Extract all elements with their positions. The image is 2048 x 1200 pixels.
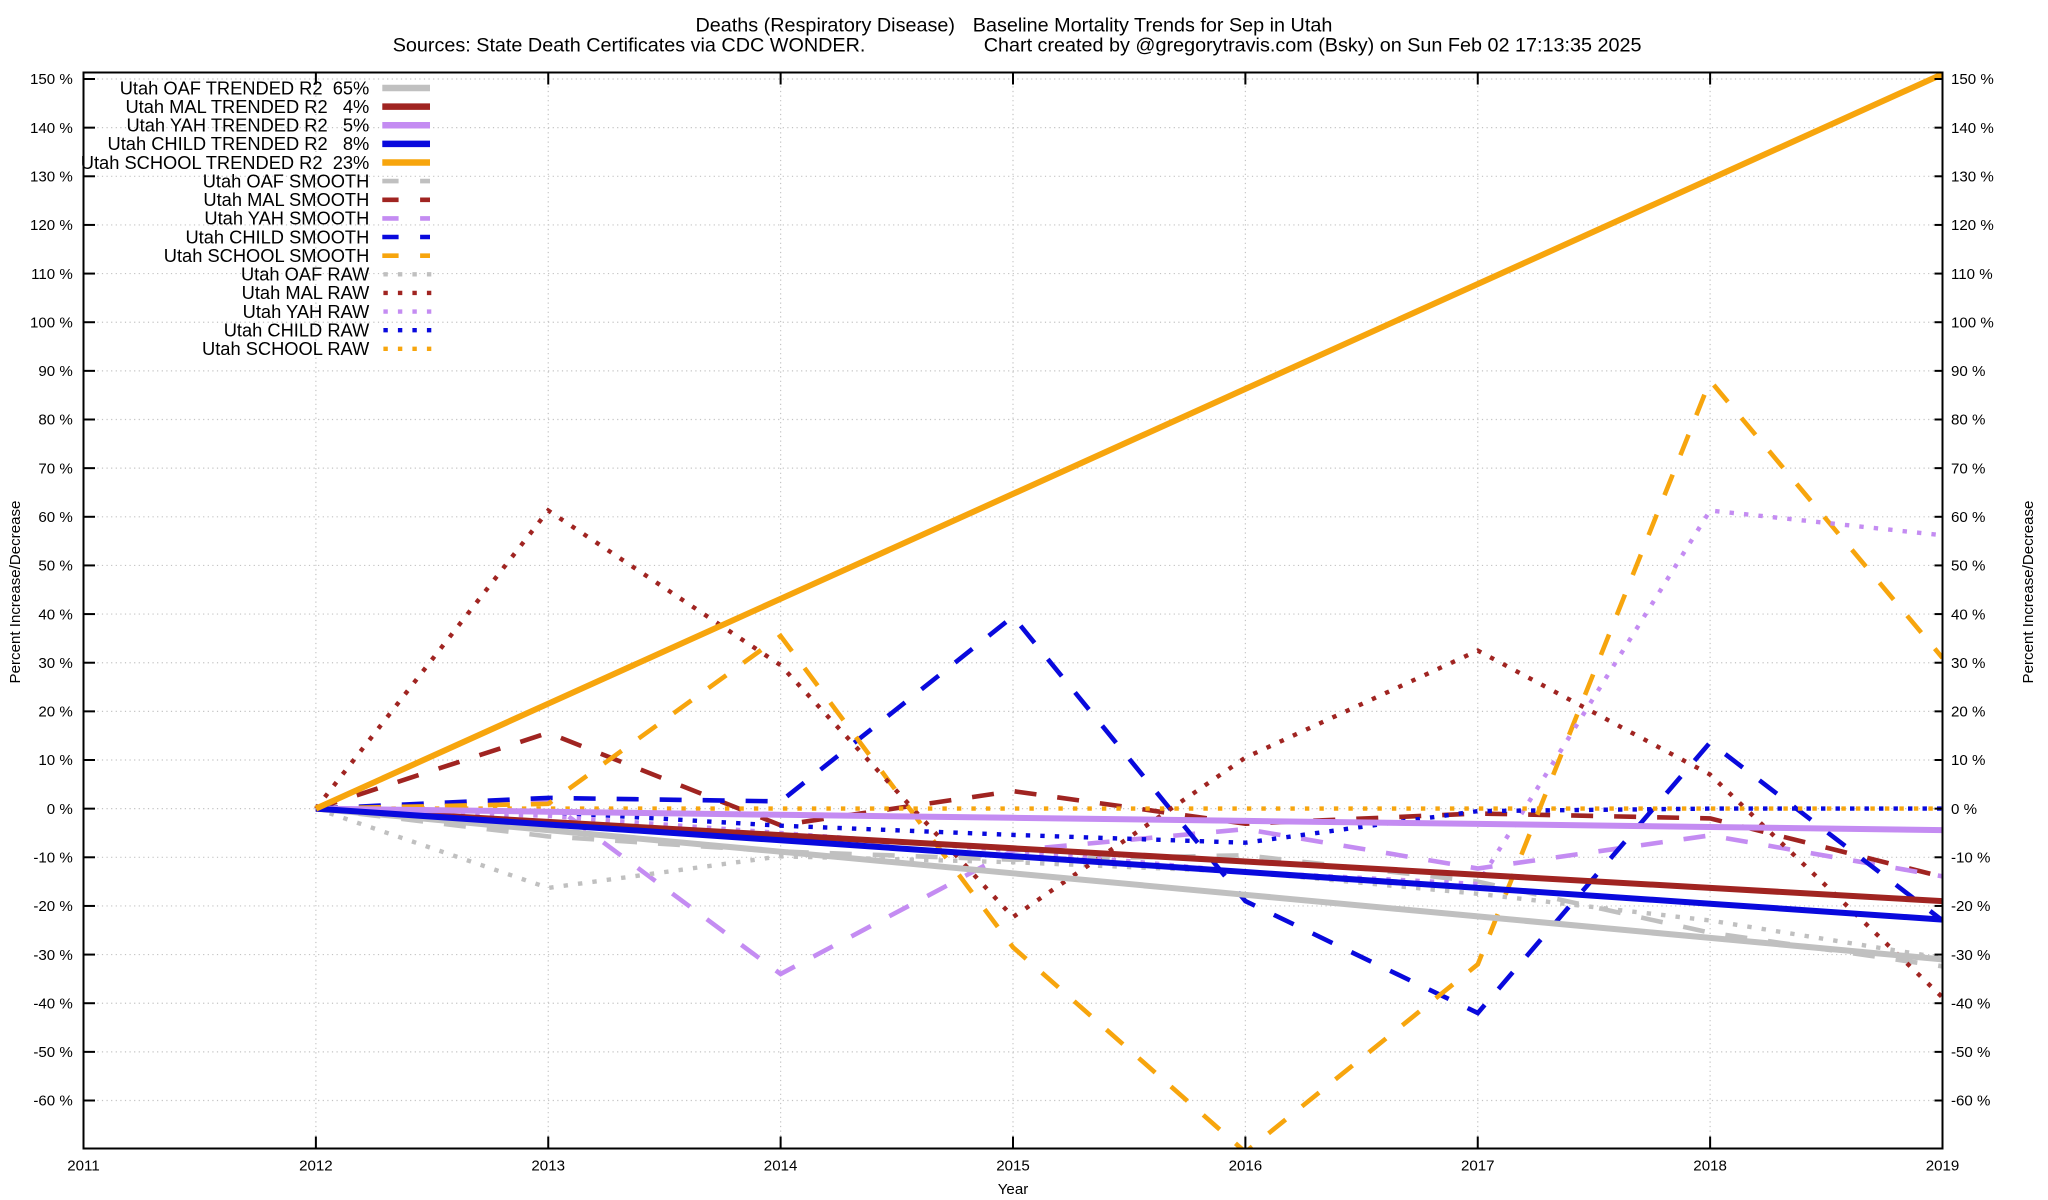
svg-text:Utah OAF SMOOTH: Utah OAF SMOOTH	[203, 170, 370, 191]
svg-text:50 %: 50 %	[38, 558, 72, 575]
svg-text:40 %: 40 %	[38, 606, 72, 623]
svg-text:110 %: 110 %	[31, 266, 73, 283]
svg-text:60 %: 60 %	[38, 509, 72, 526]
svg-text:30 %: 30 %	[38, 655, 72, 672]
svg-text:Utah MAL SMOOTH: Utah MAL SMOOTH	[203, 189, 369, 210]
svg-text:100 %: 100 %	[1951, 314, 1994, 331]
svg-text:-10 %: -10 %	[33, 850, 72, 867]
svg-text:80 %: 80 %	[38, 412, 72, 429]
svg-text:2014: 2014	[764, 1158, 798, 1175]
svg-text:20 %: 20 %	[1951, 704, 1985, 721]
svg-text:0 %: 0 %	[1951, 801, 1977, 818]
svg-text:90 %: 90 %	[38, 363, 72, 380]
svg-text:2019: 2019	[1926, 1158, 1960, 1175]
svg-text:2013: 2013	[531, 1158, 565, 1175]
svg-text:140 %: 140 %	[30, 120, 73, 137]
svg-text:Baseline Mortality Trends for: Baseline Mortality Trends for Sep in Uta…	[973, 14, 1333, 36]
svg-text:Utah CHILD SMOOTH: Utah CHILD SMOOTH	[185, 226, 369, 247]
svg-text:Chart created by @gregorytravi: Chart created by @gregorytravis.com (Bsk…	[984, 34, 1642, 56]
svg-text:-20 %: -20 %	[1951, 898, 1990, 915]
svg-text:-30 %: -30 %	[33, 947, 72, 964]
svg-text:Year: Year	[998, 1181, 1029, 1198]
svg-text:2012: 2012	[299, 1158, 333, 1175]
svg-text:2017: 2017	[1461, 1158, 1495, 1175]
svg-text:2011: 2011	[67, 1158, 99, 1175]
svg-text:60 %: 60 %	[1951, 509, 1985, 526]
svg-text:100 %: 100 %	[30, 314, 73, 331]
svg-text:2015: 2015	[996, 1158, 1030, 1175]
svg-text:110 %: 110 %	[1951, 266, 1993, 283]
svg-text:-30 %: -30 %	[1951, 947, 1990, 964]
svg-text:30 %: 30 %	[1951, 655, 1985, 672]
svg-text:0 %: 0 %	[47, 801, 73, 818]
svg-text:Utah MAL TRENDED R2 4%: Utah MAL TRENDED R2 4%	[125, 96, 369, 117]
svg-text:Utah YAH RAW: Utah YAH RAW	[243, 301, 370, 322]
svg-text:10 %: 10 %	[1951, 752, 1985, 769]
svg-text:150 %: 150 %	[1951, 71, 1994, 88]
svg-text:Utah CHILD TRENDED R2 8%: Utah CHILD TRENDED R2 8%	[108, 133, 370, 154]
svg-text:120 %: 120 %	[1951, 217, 1994, 234]
svg-text:40 %: 40 %	[1951, 606, 1985, 623]
svg-text:2018: 2018	[1693, 1158, 1727, 1175]
svg-text:2016: 2016	[1229, 1158, 1263, 1175]
svg-text:-40 %: -40 %	[33, 995, 72, 1012]
svg-text:20 %: 20 %	[38, 704, 72, 721]
svg-text:-50 %: -50 %	[33, 1044, 72, 1061]
svg-text:70 %: 70 %	[1951, 460, 1985, 477]
svg-text:90 %: 90 %	[1951, 363, 1985, 380]
svg-text:-60 %: -60 %	[1951, 1093, 1990, 1110]
svg-text:140 %: 140 %	[1951, 120, 1994, 137]
svg-text:10 %: 10 %	[38, 752, 72, 769]
svg-text:50 %: 50 %	[1951, 558, 1985, 575]
svg-text:-40 %: -40 %	[1951, 995, 1990, 1012]
svg-text:-60 %: -60 %	[33, 1093, 72, 1110]
svg-text:-20 %: -20 %	[33, 898, 72, 915]
svg-text:80 %: 80 %	[1951, 412, 1985, 429]
svg-text:Utah YAH TRENDED R2 5%: Utah YAH TRENDED R2 5%	[126, 115, 369, 136]
svg-text:130 %: 130 %	[30, 169, 73, 186]
svg-text:Utah SCHOOL TRENDED R2 23%: Utah SCHOOL TRENDED R2 23%	[81, 152, 370, 173]
svg-text:Deaths (Respiratory Disease): Deaths (Respiratory Disease)	[696, 14, 955, 36]
svg-text:130 %: 130 %	[1951, 169, 1994, 186]
svg-text:-50 %: -50 %	[1951, 1044, 1990, 1061]
svg-text:Utah CHILD RAW: Utah CHILD RAW	[224, 320, 370, 341]
svg-text:Percent Increase/Decrease: Percent Increase/Decrease	[7, 501, 24, 684]
svg-text:Utah YAH SMOOTH: Utah YAH SMOOTH	[204, 208, 369, 229]
svg-text:70 %: 70 %	[38, 460, 72, 477]
svg-text:Utah OAF RAW: Utah OAF RAW	[241, 264, 370, 285]
svg-text:120 %: 120 %	[30, 217, 73, 234]
svg-text:Percent Increase/Decrease: Percent Increase/Decrease	[2020, 501, 2037, 684]
svg-text:Utah MAL RAW: Utah MAL RAW	[242, 282, 370, 303]
svg-text:-10 %: -10 %	[1951, 850, 1990, 867]
svg-text:150 %: 150 %	[30, 71, 73, 88]
svg-text:Utah OAF TRENDED R2 65%: Utah OAF TRENDED R2 65%	[120, 77, 370, 98]
svg-text:Utah SCHOOL RAW: Utah SCHOOL RAW	[202, 338, 370, 359]
svg-text:Sources: State Death Certifica: Sources: State Death Certificates via CD…	[393, 34, 866, 56]
svg-text:Utah SCHOOL SMOOTH: Utah SCHOOL SMOOTH	[164, 245, 370, 266]
